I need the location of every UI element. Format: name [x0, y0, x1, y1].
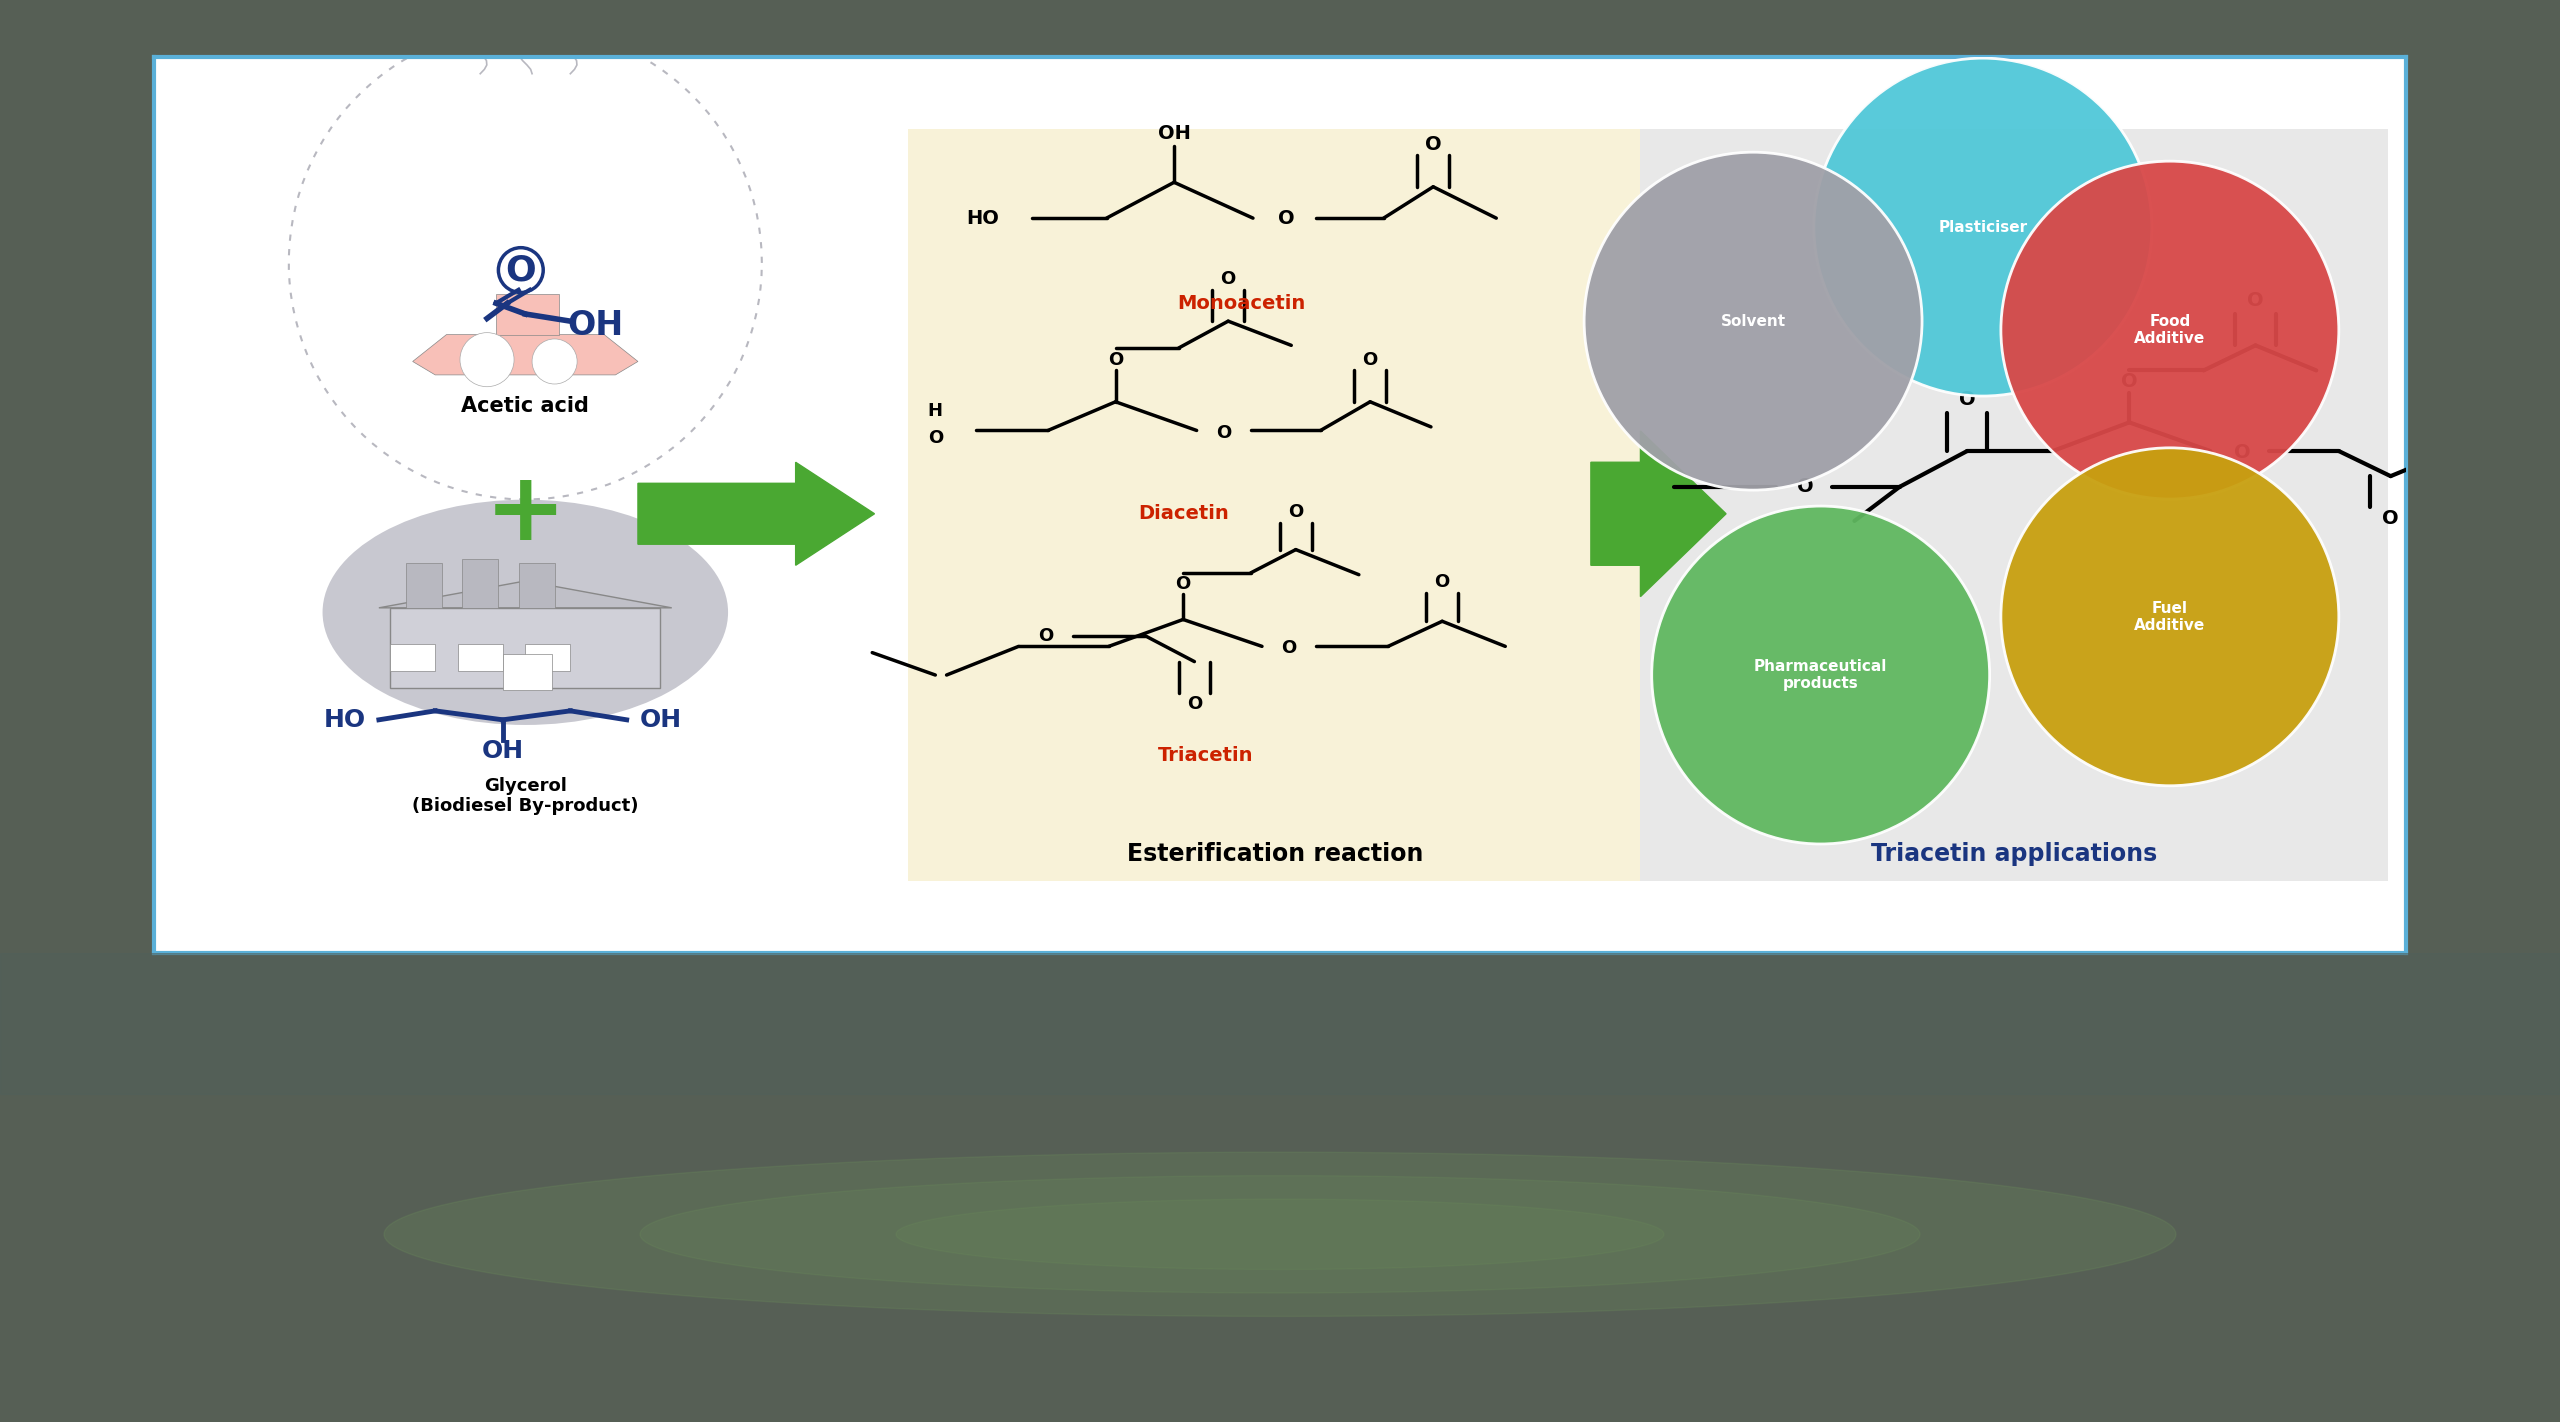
Bar — [458, 644, 502, 671]
Text: HO: HO — [325, 708, 366, 732]
Text: OH: OH — [566, 309, 622, 343]
Ellipse shape — [532, 338, 576, 384]
Ellipse shape — [1651, 506, 1989, 845]
Text: O: O — [927, 428, 942, 447]
Text: O: O — [1958, 391, 1976, 410]
Ellipse shape — [1585, 152, 1923, 491]
Text: HO: HO — [965, 209, 998, 228]
Text: O: O — [504, 253, 535, 287]
Polygon shape — [0, 953, 2560, 1094]
Ellipse shape — [1815, 58, 2153, 397]
Text: O: O — [1175, 574, 1190, 593]
Bar — [407, 563, 443, 607]
Text: O: O — [1434, 573, 1449, 592]
Text: Plasticiser: Plasticiser — [1938, 219, 2028, 235]
Text: Triacetin: Triacetin — [1157, 747, 1254, 765]
Text: OH: OH — [481, 739, 525, 764]
Text: O: O — [1283, 638, 1295, 657]
Text: O: O — [2235, 444, 2250, 462]
Bar — [909, 128, 1641, 882]
Text: O: O — [1362, 351, 1377, 368]
Text: Glycerol
(Biodiesel By-product): Glycerol (Biodiesel By-product) — [412, 776, 637, 815]
Text: Fuel
Additive: Fuel Additive — [2135, 600, 2207, 633]
Text: O: O — [1426, 135, 1441, 154]
Polygon shape — [896, 1199, 1664, 1270]
Text: Esterification reaction: Esterification reaction — [1126, 842, 1423, 866]
Text: OH: OH — [640, 708, 681, 732]
FancyArrow shape — [637, 462, 876, 566]
Text: OH: OH — [1157, 124, 1190, 142]
Text: O: O — [1797, 478, 1812, 496]
Bar — [1641, 128, 2388, 882]
Text: O: O — [1221, 270, 1236, 289]
Text: O: O — [2383, 509, 2399, 528]
Bar — [525, 644, 571, 671]
Polygon shape — [640, 1176, 1920, 1293]
Text: O: O — [1039, 627, 1052, 644]
Text: O: O — [1188, 695, 1203, 712]
Bar — [497, 294, 558, 334]
Ellipse shape — [461, 333, 515, 387]
Text: O: O — [2122, 371, 2138, 391]
Text: Solvent: Solvent — [1720, 314, 1787, 328]
Bar — [389, 607, 660, 688]
Bar — [502, 654, 553, 690]
Polygon shape — [379, 582, 671, 607]
Text: Monoacetin: Monoacetin — [1178, 294, 1306, 313]
Bar — [463, 559, 499, 607]
Text: +: + — [484, 468, 566, 560]
Text: O: O — [1108, 351, 1124, 368]
Bar — [520, 563, 556, 607]
Ellipse shape — [2002, 161, 2340, 499]
Text: Diacetin: Diacetin — [1137, 505, 1229, 523]
Text: O: O — [1216, 424, 1231, 442]
Polygon shape — [412, 334, 637, 375]
Ellipse shape — [323, 499, 727, 725]
Text: Triacetin applications: Triacetin applications — [1871, 842, 2158, 866]
Text: O: O — [1277, 209, 1295, 228]
Ellipse shape — [2002, 448, 2340, 786]
Polygon shape — [384, 1152, 2176, 1317]
FancyArrow shape — [1590, 431, 1725, 597]
Text: Pharmaceutical
products: Pharmaceutical products — [1754, 658, 1887, 691]
Bar — [389, 644, 435, 671]
Text: Acetic acid: Acetic acid — [461, 397, 589, 417]
Text: Food
Additive: Food Additive — [2135, 314, 2207, 347]
Text: H: H — [927, 402, 942, 419]
Text: O: O — [1288, 503, 1303, 520]
Text: O: O — [2248, 292, 2263, 310]
